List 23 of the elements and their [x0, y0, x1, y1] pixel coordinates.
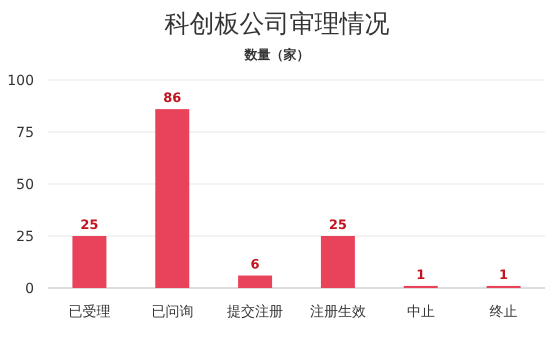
data-label: 1 [499, 268, 508, 283]
data-label: 86 [163, 91, 182, 106]
data-label: 25 [80, 218, 98, 233]
chart-title: 科创板公司审理情况 [164, 9, 390, 38]
bar [320, 236, 355, 288]
x-tick-label: 已问询 [151, 304, 194, 320]
bar [238, 276, 272, 288]
y-tick-label: 25 [16, 229, 34, 245]
x-tick-label: 已受理 [68, 304, 110, 320]
y-tick-label: 75 [16, 125, 34, 141]
x-tick-label: 注册生效 [310, 304, 366, 320]
y-tick-label: 100 [7, 73, 34, 89]
x-tick-label: 终止 [490, 304, 518, 320]
chart-subtitle: 数量（家） [244, 47, 310, 63]
x-tick-label: 提交注册 [227, 304, 284, 320]
data-label: 6 [250, 258, 260, 273]
bar [72, 236, 106, 288]
bar [155, 109, 190, 288]
y-tick-label: 0 [25, 281, 34, 297]
data-label: 1 [416, 268, 426, 283]
x-tick-label: 中止 [406, 304, 435, 320]
y-tick-label: 50 [16, 177, 34, 193]
data-label: 25 [328, 218, 347, 233]
